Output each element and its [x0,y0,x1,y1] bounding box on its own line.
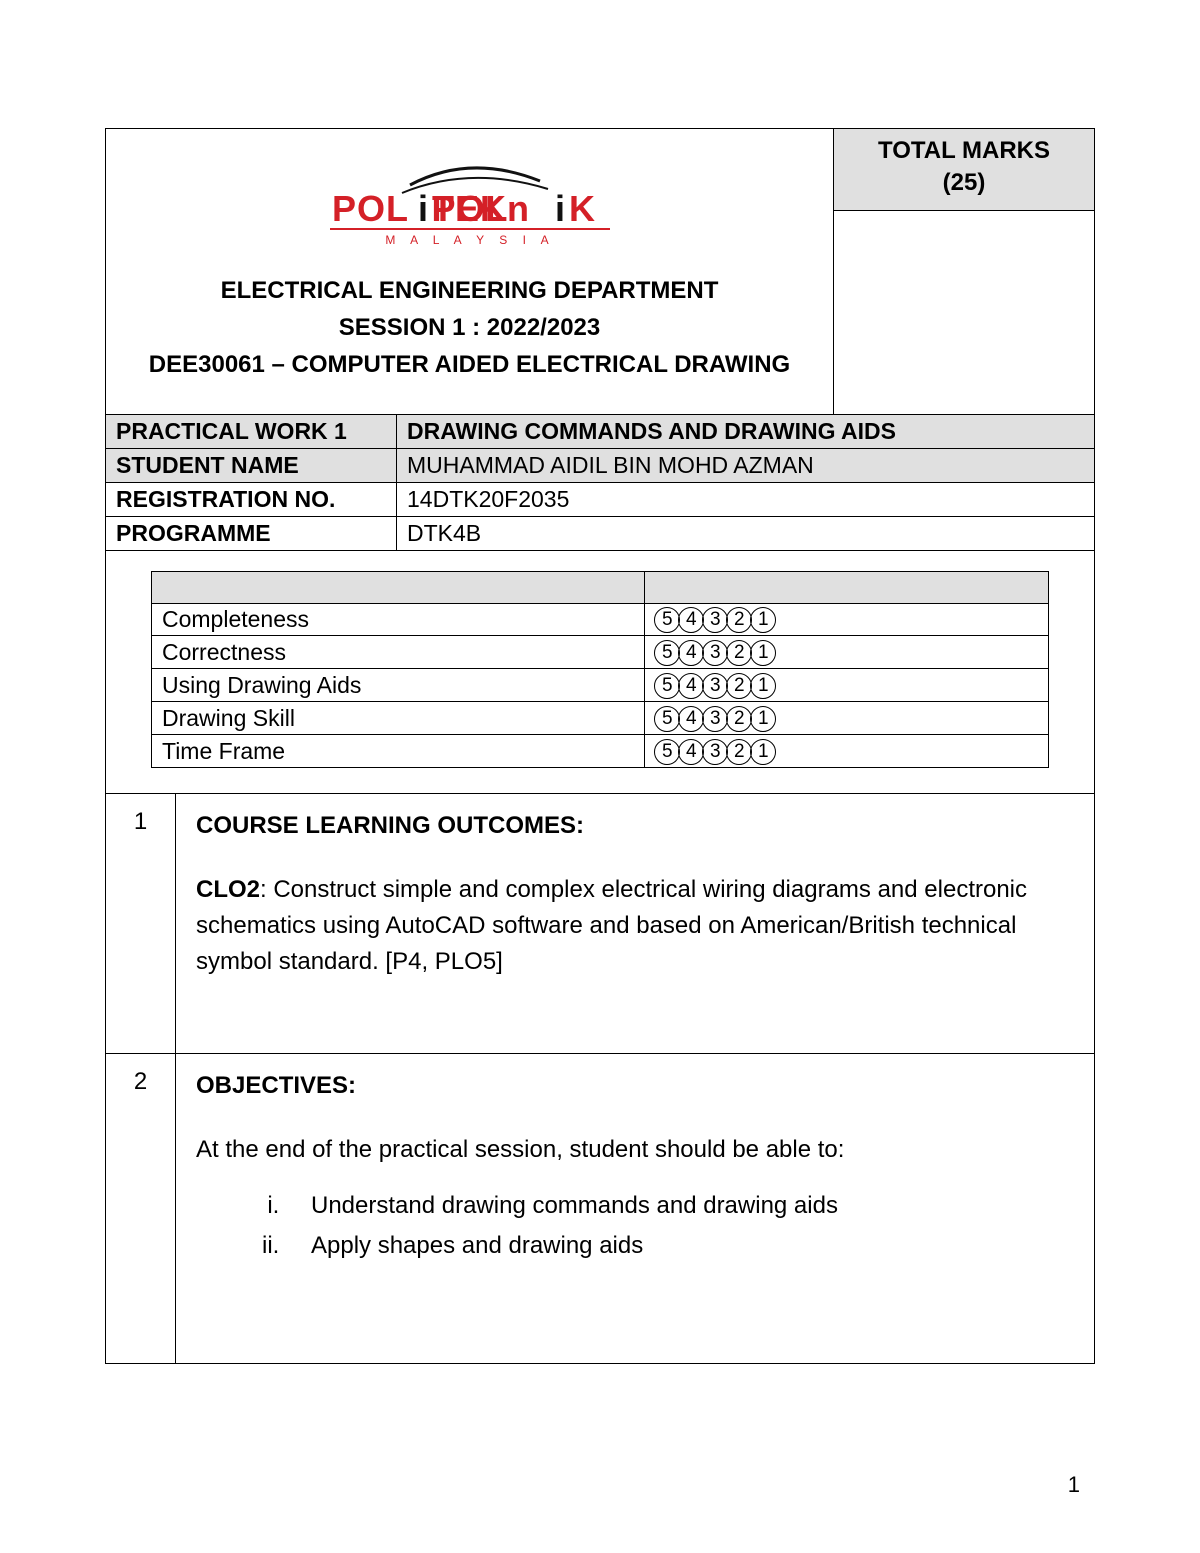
score-option[interactable]: 1 [750,640,776,666]
marks-header: TOTAL MARKS (25) [834,129,1094,211]
score-option[interactable]: 1 [750,706,776,732]
rubric-head-blank1 [152,571,645,603]
svg-text:i: i [555,188,566,229]
rubric-row: Time Frame54321 [152,735,1049,768]
section-1-title: COURSE LEARNING OUTCOMES: [196,808,1064,844]
info-value: 14DTK20F2035 [396,483,1094,516]
rubric-scores: 54321 [645,669,1049,702]
section-2-body: OBJECTIVES: At the end of the practical … [176,1054,1094,1363]
section-2-title: OBJECTIVES: [196,1068,1064,1104]
score-option[interactable]: 5 [654,706,680,732]
top-row: POL POL i TEKn i K M A L A Y S I A ELECT… [106,129,1094,414]
score-option[interactable]: 2 [726,640,752,666]
score-option[interactable]: 4 [678,640,704,666]
rubric-criterion: Drawing Skill [152,702,645,735]
section-2: 2 OBJECTIVES: At the end of the practica… [106,1053,1094,1363]
info-label: PROGRAMME [106,517,396,550]
section-2-num: 2 [106,1054,176,1363]
score-option[interactable]: 3 [702,706,728,732]
rubric-row: Using Drawing Aids54321 [152,669,1049,702]
info-label: PRACTICAL WORK 1 [106,415,396,448]
objective-item: Apply shapes and drawing aids [286,1228,1064,1264]
score-option[interactable]: 1 [750,673,776,699]
score-option[interactable]: 2 [726,673,752,699]
info-row: STUDENT NAMEMUHAMMAD AIDIL BIN MOHD AZMA… [106,448,1094,482]
rubric-criterion: Completeness [152,603,645,636]
score-option[interactable]: 5 [654,640,680,666]
score-option[interactable]: 4 [678,706,704,732]
dept-line: ELECTRICAL ENGINEERING DEPARTMENT [116,272,823,309]
info-value: DTK4B [396,517,1094,550]
score-option[interactable]: 3 [702,673,728,699]
score-option[interactable]: 3 [702,640,728,666]
section-1-num: 1 [106,794,176,1053]
rubric-row: Drawing Skill54321 [152,702,1049,735]
objectives-intro: At the end of the practical session, stu… [196,1132,1064,1168]
info-row: PROGRAMMEDTK4B [106,516,1094,550]
score-option[interactable]: 5 [654,673,680,699]
clo-body: : Construct simple and complex electrica… [196,876,1027,975]
score-option[interactable]: 2 [726,739,752,765]
page-number: 1 [1068,1472,1080,1498]
clo-label: CLO2 [196,876,260,903]
objective-item: Understand drawing commands and drawing … [286,1188,1064,1224]
svg-text:TEKn: TEKn [432,188,530,229]
info-value: MUHAMMAD AIDIL BIN MOHD AZMAN [396,449,1094,482]
header-cell: POL POL i TEKn i K M A L A Y S I A ELECT… [106,129,834,414]
section-1-body: COURSE LEARNING OUTCOMES: CLO2: Construc… [176,794,1094,1053]
rubric-scores: 54321 [645,603,1049,636]
score-option[interactable]: 2 [726,706,752,732]
marks-empty [834,211,1094,414]
info-value: DRAWING COMMANDS AND DRAWING AIDS [396,415,1094,448]
clo-text: CLO2: Construct simple and complex elect… [196,872,1064,980]
score-option[interactable]: 3 [702,739,728,765]
score-option[interactable]: 1 [750,607,776,633]
score-option[interactable]: 3 [702,607,728,633]
page-frame: POL POL i TEKn i K M A L A Y S I A ELECT… [105,128,1095,1364]
rubric-wrap: Completeness54321Correctness54321Using D… [106,550,1094,794]
section-1: 1 COURSE LEARNING OUTCOMES: CLO2: Constr… [106,793,1094,1053]
rubric-criterion: Time Frame [152,735,645,768]
objectives-list: Understand drawing commands and drawing … [286,1188,1064,1264]
info-rows: PRACTICAL WORK 1DRAWING COMMANDS AND DRA… [106,414,1094,550]
svg-text:i: i [418,188,429,229]
score-option[interactable]: 4 [678,607,704,633]
rubric-row: Completeness54321 [152,603,1049,636]
marks-label: TOTAL MARKS [878,137,1050,164]
score-option[interactable]: 1 [750,739,776,765]
rubric-scores: 54321 [645,636,1049,669]
info-row: REGISTRATION NO.14DTK20F2035 [106,482,1094,516]
score-option[interactable]: 5 [654,739,680,765]
rubric-scores: 54321 [645,702,1049,735]
marks-value: (25) [943,169,986,196]
info-label: STUDENT NAME [106,449,396,482]
course-line: DEE30061 – COMPUTER AIDED ELECTRICAL DRA… [116,346,823,383]
score-option[interactable]: 4 [678,673,704,699]
info-row: PRACTICAL WORK 1DRAWING COMMANDS AND DRA… [106,414,1094,448]
rubric-row: Correctness54321 [152,636,1049,669]
clo-tail: . [P4, PLO5] [372,948,503,975]
logo-subtext: M A L A Y S I A [385,233,554,247]
rubric-table: Completeness54321Correctness54321Using D… [151,571,1049,769]
rubric-head-blank2 [645,571,1049,603]
score-option[interactable]: 4 [678,739,704,765]
marks-cell: TOTAL MARKS (25) [834,129,1094,414]
rubric-scores: 54321 [645,735,1049,768]
info-label: REGISTRATION NO. [106,483,396,516]
rubric-criterion: Correctness [152,636,645,669]
politeknik-logo: POL POL i TEKn i K M A L A Y S I A [116,159,823,254]
svg-text:POL: POL [332,188,409,229]
rubric-criterion: Using Drawing Aids [152,669,645,702]
session-line: SESSION 1 : 2022/2023 [116,309,823,346]
svg-text:K: K [569,188,596,229]
score-option[interactable]: 5 [654,607,680,633]
score-option[interactable]: 2 [726,607,752,633]
